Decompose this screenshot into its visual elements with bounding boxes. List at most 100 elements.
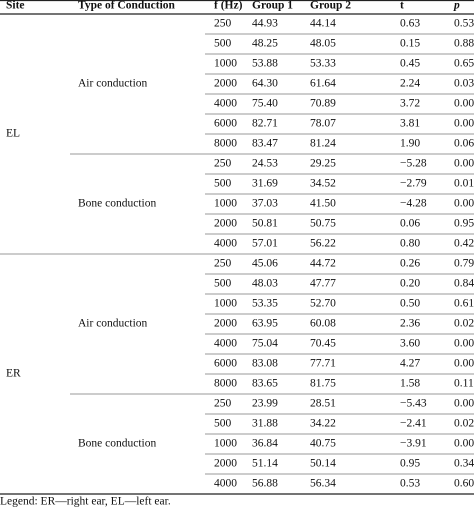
- cell: 1000: [214, 298, 237, 310]
- header-cell: p: [453, 0, 460, 12]
- cell: 31.69: [252, 178, 278, 190]
- cell: 81.24: [310, 138, 336, 150]
- cell: 75.04: [252, 338, 278, 350]
- cell: 82.71: [252, 118, 278, 130]
- type-label: Bone conduction: [78, 438, 156, 450]
- cell: 3.60: [400, 338, 420, 350]
- cell: −2.41: [400, 418, 427, 430]
- cell: 41.50: [310, 198, 336, 210]
- cell: 56.34: [310, 478, 336, 490]
- header-cell: Group 2: [310, 0, 351, 12]
- cell: 0.02: [454, 418, 474, 430]
- cell: 0.53: [454, 18, 474, 30]
- cell: 56.22: [310, 238, 336, 250]
- cell: 0.06: [400, 218, 420, 230]
- cell: 64.30: [252, 78, 278, 90]
- cell: 1000: [214, 198, 237, 210]
- cell: 40.75: [310, 438, 336, 450]
- type-label: Bone conduction: [78, 198, 156, 210]
- cell: 500: [214, 178, 232, 190]
- cell: 1000: [214, 58, 237, 70]
- cell: 0.02: [454, 318, 474, 330]
- cell: 0.00: [454, 158, 474, 170]
- cell: 0.15: [400, 38, 420, 50]
- cell: 53.35: [252, 298, 278, 310]
- cell: 53.88: [252, 58, 278, 70]
- type-label: Air conduction: [78, 318, 148, 330]
- cell: 3.72: [400, 98, 420, 110]
- cell: −3.91: [400, 438, 427, 450]
- cell: 0.06: [454, 138, 474, 150]
- cell: 2000: [214, 218, 237, 230]
- cell: 48.25: [252, 38, 278, 50]
- cell: 4000: [214, 238, 237, 250]
- cell: 0.95: [454, 218, 474, 230]
- cell: 63.95: [252, 318, 278, 330]
- cell: 2000: [214, 458, 237, 470]
- site-label: ER: [6, 368, 21, 380]
- type-label: Air conduction: [78, 78, 148, 90]
- cell: 2000: [214, 78, 237, 90]
- cell: 0.50: [400, 298, 420, 310]
- cell: 1.90: [400, 138, 420, 150]
- cell: 8000: [214, 378, 237, 390]
- cell: 44.72: [310, 258, 336, 270]
- cell: 0.65: [454, 58, 474, 70]
- cell: 34.52: [310, 178, 336, 190]
- cell: 83.08: [252, 358, 278, 370]
- cell: 0.79: [454, 258, 474, 270]
- cell: 0.00: [454, 338, 474, 350]
- cell: 83.65: [252, 378, 278, 390]
- cell: 6000: [214, 358, 237, 370]
- cell: −4.28: [400, 198, 427, 210]
- header-cell: Group 1: [252, 0, 293, 12]
- cell: 36.84: [252, 438, 278, 450]
- cell: 47.77: [310, 278, 336, 290]
- cell: 60.08: [310, 318, 336, 330]
- cell: 0.26: [400, 258, 420, 270]
- header-cell: Site: [6, 0, 25, 12]
- cell: 23.99: [252, 398, 278, 410]
- cell: 48.03: [252, 278, 278, 290]
- cell: −5.28: [400, 158, 427, 170]
- cell: 0.00: [454, 118, 474, 130]
- cell: 250: [214, 18, 232, 30]
- cell: 0.42: [454, 238, 474, 250]
- cell: 50.14: [310, 458, 336, 470]
- header-cell: t: [400, 0, 404, 12]
- legend: Legend: ER—right ear, EL—left ear.: [0, 496, 171, 508]
- cell: 78.07: [310, 118, 336, 130]
- cell: 1000: [214, 438, 237, 450]
- cell: 56.88: [252, 478, 278, 490]
- cell: 500: [214, 418, 232, 430]
- cell: 250: [214, 158, 232, 170]
- cell: 0.00: [454, 398, 474, 410]
- cell: 4.27: [400, 358, 420, 370]
- cell: 6000: [214, 118, 237, 130]
- cell: 0.95: [400, 458, 420, 470]
- cell: 0.34: [454, 458, 474, 470]
- cell: 0.53: [400, 478, 420, 490]
- cell: 0.45: [400, 58, 420, 70]
- cell: 4000: [214, 478, 237, 490]
- cell: 70.45: [310, 338, 336, 350]
- header-cell: Type of Conduction: [78, 0, 176, 12]
- cell: 28.51: [310, 398, 336, 410]
- cell: 0.88: [454, 38, 474, 50]
- cell: 4000: [214, 98, 237, 110]
- cell: 57.01: [252, 238, 278, 250]
- cell: 53.33: [310, 58, 336, 70]
- cell: 0.63: [400, 18, 420, 30]
- cell: 8000: [214, 138, 237, 150]
- cell: 31.88: [252, 418, 278, 430]
- cell: 250: [214, 398, 232, 410]
- cell: 29.25: [310, 158, 336, 170]
- cell: 2.24: [400, 78, 420, 90]
- cell: 77.71: [310, 358, 336, 370]
- cell: 0.00: [454, 98, 474, 110]
- cell: 0.00: [454, 198, 474, 210]
- cell: 4000: [214, 338, 237, 350]
- cell: −5.43: [400, 398, 427, 410]
- cell: 0.11: [454, 378, 474, 390]
